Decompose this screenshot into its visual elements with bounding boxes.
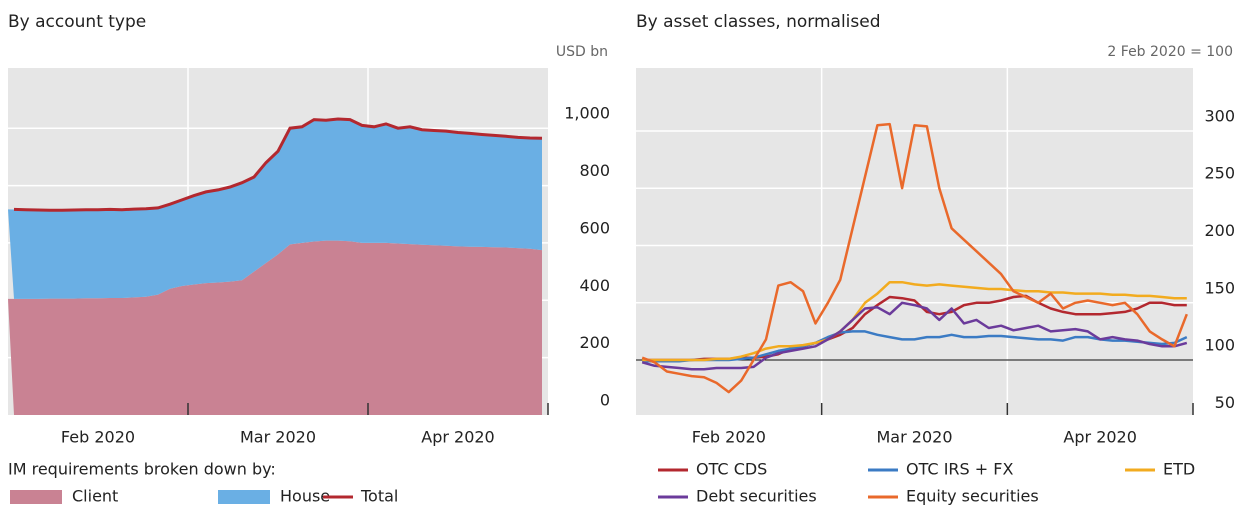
y-tick-label: 150 — [1204, 278, 1235, 297]
y-tick-label: 400 — [579, 276, 610, 295]
area — [8, 240, 542, 415]
line — [641, 122, 1188, 394]
y-tick-label: 300 — [1204, 106, 1235, 125]
legend-label: House — [280, 487, 330, 506]
y-tick-label: 800 — [579, 161, 610, 180]
legend-label: Debt securities — [696, 487, 817, 506]
chart-title: By asset classes, normalised — [636, 12, 881, 32]
y-tick-label: 250 — [1204, 164, 1235, 183]
legend-title: IM requirements broken down by: — [8, 460, 276, 479]
unit-label: 2 Feb 2020 = 100 — [1107, 44, 1233, 60]
y-tick-label: 100 — [1204, 336, 1235, 355]
legend-label: Client — [72, 487, 118, 506]
line — [642, 280, 1187, 362]
y-tick-label: 1,000 — [564, 104, 610, 123]
y-tick-label: 600 — [579, 218, 610, 237]
x-tick-label: Feb 2020 — [61, 428, 135, 447]
legend-label: OTC IRS + FX — [906, 460, 1013, 479]
x-tick-label: Apr 2020 — [1063, 428, 1136, 447]
legend-swatch — [10, 490, 62, 504]
line — [13, 117, 543, 212]
y-tick-label: 200 — [579, 333, 610, 352]
line — [641, 301, 1188, 371]
x-tick-label: Feb 2020 — [692, 428, 766, 447]
y-tick-label: 0 — [600, 391, 610, 410]
line — [642, 330, 1188, 363]
x-tick-label: Mar 2020 — [240, 428, 316, 447]
y-tick-label: 50 — [1215, 393, 1235, 412]
legend-label: Total — [360, 487, 398, 506]
y-tick-label: 200 — [1204, 221, 1235, 240]
x-tick-label: Mar 2020 — [877, 428, 953, 447]
area — [8, 119, 542, 299]
legend-label: Equity securities — [906, 487, 1039, 506]
legend-label: ETD — [1163, 460, 1195, 479]
legend-label: OTC CDS — [696, 460, 767, 479]
legend-swatch — [218, 490, 270, 504]
chart-title: By account type — [8, 12, 146, 32]
x-tick-label: Apr 2020 — [421, 428, 494, 447]
plot-background — [636, 68, 1193, 415]
unit-label: USD bn — [556, 44, 608, 60]
